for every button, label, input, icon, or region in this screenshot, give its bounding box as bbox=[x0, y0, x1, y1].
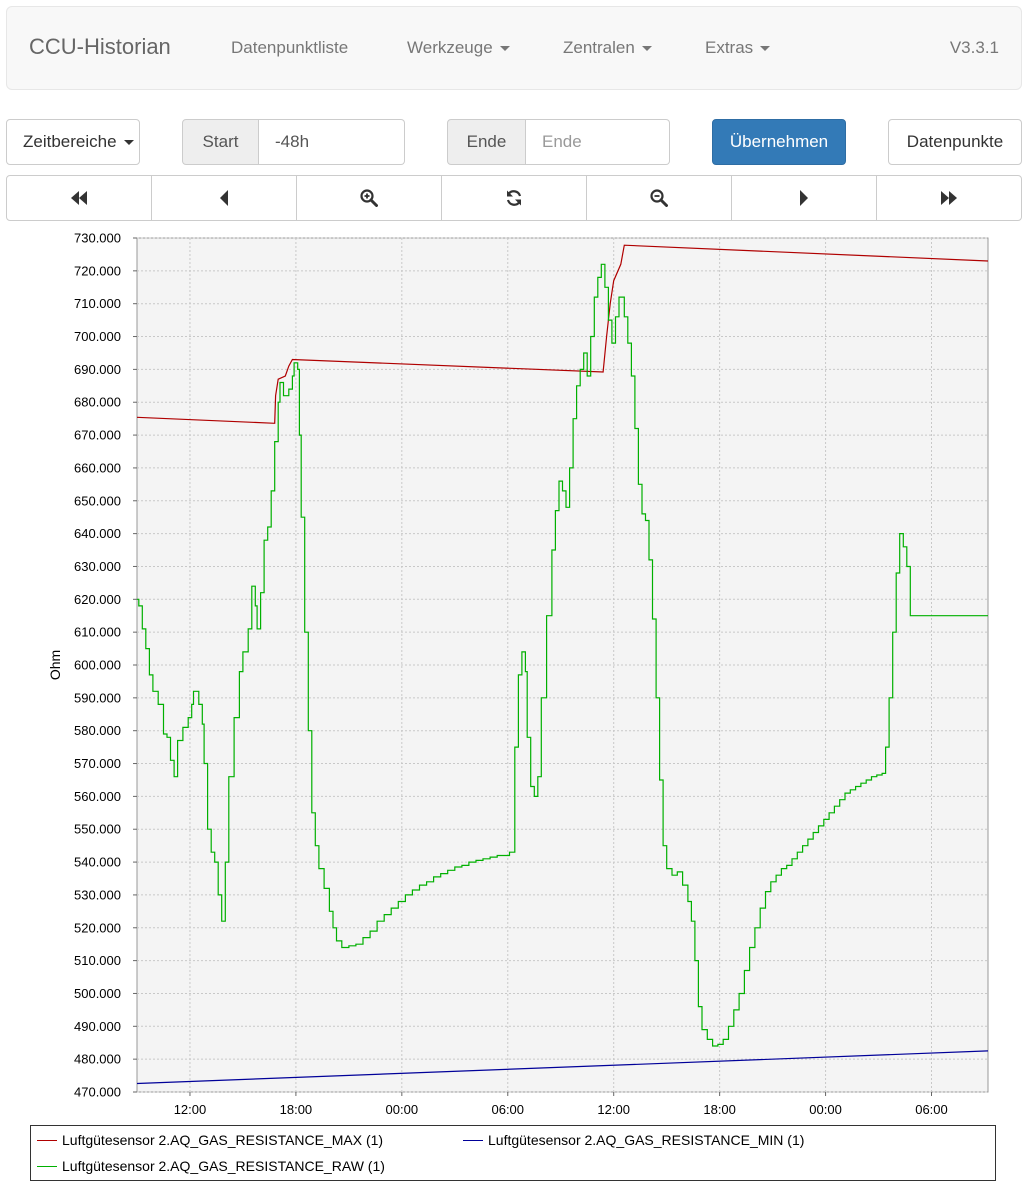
y-tick-label: 570.000 bbox=[74, 756, 121, 771]
x-tick-label: 00:00 bbox=[809, 1102, 842, 1117]
y-tick-label: 480.000 bbox=[74, 1052, 121, 1067]
y-tick-label: 610.000 bbox=[74, 625, 121, 640]
nav-datenpunktliste-label: Datenpunktliste bbox=[231, 38, 348, 57]
end-input[interactable]: Ende bbox=[526, 119, 670, 165]
y-tick-label: 560.000 bbox=[74, 789, 121, 804]
y-tick-label: 680.000 bbox=[74, 395, 121, 410]
nav-zentralen[interactable]: Zentralen bbox=[563, 38, 652, 58]
y-tick-label: 700.000 bbox=[74, 329, 121, 344]
datapoints-button[interactable]: Datenpunkte bbox=[888, 119, 1022, 165]
brand[interactable]: CCU-Historian bbox=[29, 34, 171, 60]
x-tick-label: 12:00 bbox=[174, 1102, 207, 1117]
y-tick-label: 510.000 bbox=[74, 953, 121, 968]
legend-label-max: Luftgütesensor 2.AQ_GAS_RESISTANCE_MAX (… bbox=[62, 1132, 383, 1148]
y-tick-label: 650.000 bbox=[74, 493, 121, 508]
y-tick-label: 690.000 bbox=[74, 362, 121, 377]
timeranges-label: Zeitbereiche bbox=[23, 132, 117, 152]
nav-werkzeuge[interactable]: Werkzeuge bbox=[407, 38, 510, 58]
backward-button[interactable] bbox=[151, 175, 297, 221]
x-tick-label: 18:00 bbox=[280, 1102, 313, 1117]
x-axis: 12:00 18:00 00:00 06:00 12:00 18:00 00:00 06:00 bbox=[174, 1092, 948, 1117]
caret-down-icon bbox=[760, 46, 770, 51]
x-tick-label: 06:00 bbox=[491, 1102, 524, 1117]
legend-swatch-max bbox=[37, 1140, 57, 1141]
nav-datenpunktliste[interactable]: Datenpunktliste bbox=[231, 38, 348, 58]
apply-button[interactable]: Übernehmen bbox=[712, 119, 846, 165]
start-input[interactable]: -48h bbox=[259, 119, 405, 165]
navbar: CCU-Historian Datenpunktliste Werkzeuge … bbox=[6, 6, 1022, 90]
legend-item-raw[interactable]: Luftgütesensor 2.AQ_GAS_RESISTANCE_RAW (… bbox=[37, 1158, 385, 1174]
end-label: Ende bbox=[447, 119, 526, 165]
legend-swatch-min bbox=[463, 1140, 483, 1141]
nav-werkzeuge-label: Werkzeuge bbox=[407, 38, 493, 57]
legend-item-min[interactable]: Luftgütesensor 2.AQ_GAS_RESISTANCE_MIN (… bbox=[463, 1132, 804, 1148]
x-tick-label: 18:00 bbox=[703, 1102, 736, 1117]
caret-down-icon bbox=[124, 140, 134, 145]
fast-forward-icon bbox=[940, 191, 958, 205]
caret-down-icon bbox=[642, 46, 652, 51]
x-tick-label: 06:00 bbox=[915, 1102, 948, 1117]
x-tick-label: 12:00 bbox=[597, 1102, 630, 1117]
forward-icon bbox=[798, 190, 810, 206]
fast-forward-button[interactable] bbox=[876, 175, 1022, 221]
y-tick-label: 670.000 bbox=[74, 428, 121, 443]
timeranges-dropdown[interactable]: Zeitbereiche bbox=[6, 119, 140, 165]
y-tick-label: 520.000 bbox=[74, 920, 121, 935]
y-tick-label: 500.000 bbox=[74, 986, 121, 1001]
zoom-in-button[interactable] bbox=[296, 175, 442, 221]
caret-down-icon bbox=[500, 46, 510, 51]
refresh-button[interactable] bbox=[441, 175, 587, 221]
x-tick-label: 00:00 bbox=[386, 1102, 419, 1117]
y-tick-label: 630.000 bbox=[74, 559, 121, 574]
refresh-icon bbox=[505, 189, 523, 207]
y-tick-label: 580.000 bbox=[74, 723, 121, 738]
nav-zentralen-label: Zentralen bbox=[563, 38, 635, 57]
y-axis-label: Ohm bbox=[47, 650, 63, 680]
chart[interactable]: 730.000 720.000 710.000 700.000 690.000 680.0… bbox=[0, 230, 1024, 1120]
start-label: Start bbox=[182, 119, 259, 165]
backward-icon bbox=[218, 190, 230, 206]
zoom-in-icon bbox=[360, 189, 378, 207]
legend-item-max[interactable]: Luftgütesensor 2.AQ_GAS_RESISTANCE_MAX (… bbox=[37, 1132, 383, 1148]
legend-swatch-raw bbox=[37, 1166, 57, 1167]
y-tick-label: 710.000 bbox=[74, 296, 121, 311]
y-tick-label: 640.000 bbox=[74, 526, 121, 541]
forward-button[interactable] bbox=[731, 175, 877, 221]
y-tick-label: 720.000 bbox=[74, 263, 121, 278]
zoom-out-button[interactable] bbox=[586, 175, 732, 221]
y-tick-label: 550.000 bbox=[74, 822, 121, 837]
y-tick-label: 620.000 bbox=[74, 592, 121, 607]
version: V3.3.1 bbox=[950, 38, 999, 58]
time-nav-group bbox=[6, 175, 1022, 221]
y-tick-label: 590.000 bbox=[74, 690, 121, 705]
y-tick-label: 660.000 bbox=[74, 460, 121, 475]
y-tick-label: 730.000 bbox=[74, 231, 121, 246]
y-axis: 730.000 720.000 710.000 700.000 690.000 680.0… bbox=[74, 231, 137, 1100]
y-tick-label: 540.000 bbox=[74, 855, 121, 870]
legend-label-raw: Luftgütesensor 2.AQ_GAS_RESISTANCE_RAW (… bbox=[62, 1158, 385, 1174]
y-tick-label: 470.000 bbox=[74, 1085, 121, 1100]
y-tick-label: 490.000 bbox=[74, 1019, 121, 1034]
legend: Luftgütesensor 2.AQ_GAS_RESISTANCE_MAX (… bbox=[30, 1125, 996, 1181]
nav-extras-label: Extras bbox=[705, 38, 753, 57]
y-tick-label: 530.000 bbox=[74, 887, 121, 902]
legend-label-min: Luftgütesensor 2.AQ_GAS_RESISTANCE_MIN (… bbox=[488, 1132, 804, 1148]
nav-extras[interactable]: Extras bbox=[705, 38, 770, 58]
y-tick-label: 600.000 bbox=[74, 658, 121, 673]
zoom-out-icon bbox=[650, 189, 668, 207]
fast-backward-icon bbox=[70, 191, 88, 205]
fast-backward-button[interactable] bbox=[6, 175, 152, 221]
